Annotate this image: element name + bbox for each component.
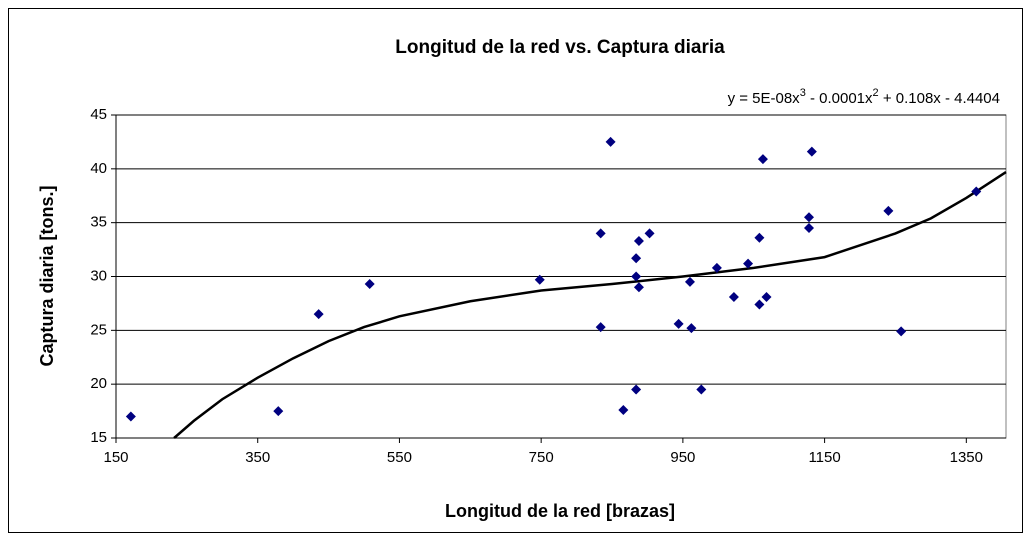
point	[673, 318, 684, 329]
point	[633, 235, 644, 246]
y-tick-label: 45	[90, 106, 107, 123]
x-tick-label: 750	[529, 449, 554, 466]
point	[618, 405, 629, 416]
chart-border	[8, 8, 1023, 533]
point	[273, 406, 284, 417]
point	[605, 136, 616, 147]
y-tick-label: 30	[90, 267, 107, 284]
x-tick-label: 150	[103, 449, 128, 466]
equation-text: y = 5E-08x	[728, 90, 801, 107]
point	[534, 274, 545, 285]
point	[761, 291, 772, 302]
x-tick-label: 950	[670, 449, 695, 466]
trendline-equation: y = 5E-08x3 - 0.0001x2 + 0.108x - 4.4404	[728, 87, 1000, 107]
y-tick-label: 25	[90, 321, 107, 338]
chart-title: Longitud de la red vs. Captura diaria	[395, 37, 725, 58]
point	[754, 232, 765, 243]
point	[684, 276, 695, 287]
point	[631, 253, 642, 264]
y-tick-label: 40	[90, 160, 107, 177]
point	[896, 326, 907, 337]
point	[631, 271, 642, 282]
point	[806, 146, 817, 157]
equation-exponent: 2	[873, 87, 879, 99]
equation-exponent: 3	[800, 87, 806, 99]
point	[631, 384, 642, 395]
point	[686, 323, 697, 334]
point	[125, 411, 136, 422]
point	[644, 228, 655, 239]
point	[757, 154, 768, 165]
point	[364, 279, 375, 290]
point	[804, 212, 815, 223]
equation-text: + 0.108x - 4.4404	[879, 90, 1000, 107]
point	[804, 223, 815, 234]
point	[711, 262, 722, 273]
point	[728, 291, 739, 302]
x-axis-title: Longitud de la red [brazas]	[445, 501, 675, 521]
point	[971, 186, 982, 197]
x-tick-label: 1350	[950, 449, 983, 466]
point	[313, 309, 324, 320]
point	[754, 299, 765, 310]
x-tick-label: 550	[387, 449, 412, 466]
point	[696, 384, 707, 395]
x-tick-label: 1150	[808, 449, 840, 466]
point	[743, 258, 754, 269]
point	[595, 322, 606, 333]
equation-text: - 0.0001x	[806, 90, 873, 107]
y-tick-label: 35	[90, 214, 107, 231]
point	[633, 282, 644, 293]
trendline	[173, 171, 1007, 439]
point	[595, 228, 606, 239]
y-tick-label: 20	[90, 375, 107, 392]
x-tick-label: 350	[245, 449, 270, 466]
y-tick-label: 15	[90, 429, 107, 446]
y-axis-title: Captura diaria [tons.]	[37, 185, 57, 366]
point	[883, 205, 894, 216]
